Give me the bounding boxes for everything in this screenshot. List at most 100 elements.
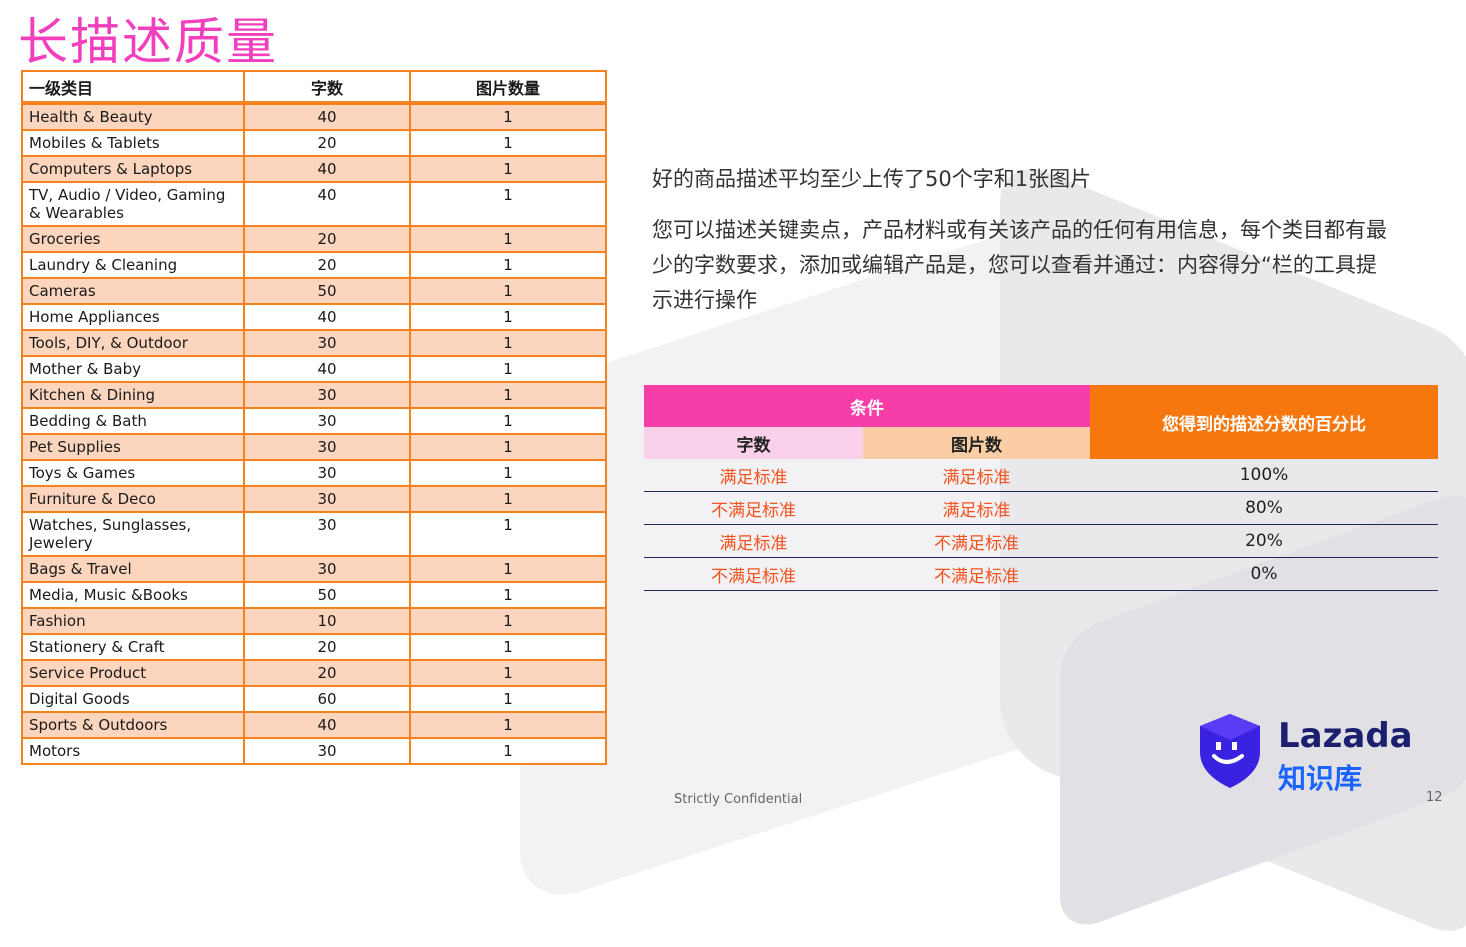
header-word-count: 字数 [243, 70, 411, 105]
table-row: Stationery & Craft 20 1 [21, 633, 607, 661]
score-row: 不满足标准 不满足标准 0% [644, 557, 1438, 591]
table-row: Sports & Outdoors 40 1 [21, 711, 607, 739]
table-row: Laundry & Cleaning 20 1 [21, 251, 607, 279]
slide-title: 长描述质量 [18, 13, 278, 71]
table-row: Computers & Laptops 40 1 [21, 155, 607, 183]
table-row: Toys & Games 30 1 [21, 459, 607, 487]
image-condition-cell: 满足标准 [863, 491, 1090, 525]
header-category: 一级类目 [21, 70, 245, 105]
word-count-cell: 40 [243, 181, 411, 227]
image-count-cell: 1 [409, 225, 607, 253]
table-row: Bags & Travel 30 1 [21, 555, 607, 583]
table-row: Groceries 20 1 [21, 225, 607, 253]
image-condition-cell: 满足标准 [863, 459, 1090, 492]
image-count-cell: 1 [409, 659, 607, 687]
lazada-logo-icon [1200, 714, 1260, 788]
word-count-cell: 60 [243, 685, 411, 713]
category-cell: Mother & Baby [21, 355, 245, 383]
table-row: Bedding & Bath 30 1 [21, 407, 607, 435]
image-count-cell: 1 [409, 251, 607, 279]
table-row: Health & Beauty 40 1 [21, 102, 607, 131]
page-number: 12 [1426, 790, 1443, 805]
header-image-count: 图片数量 [409, 70, 607, 105]
score-row: 满足标准 满足标准 100% [644, 459, 1438, 492]
image-count-cell: 1 [409, 581, 607, 609]
table-row: Cameras 50 1 [21, 277, 607, 305]
score-row: 不满足标准 满足标准 80% [644, 491, 1438, 525]
word-count-cell: 30 [243, 381, 411, 409]
table-row: Kitchen & Dining 30 1 [21, 381, 607, 409]
table-row: Service Product 20 1 [21, 659, 607, 687]
word-count-cell: 30 [243, 459, 411, 487]
category-cell: Bedding & Bath [21, 407, 245, 435]
table-row: Media, Music &Books 50 1 [21, 581, 607, 609]
category-cell: Digital Goods [21, 685, 245, 713]
word-condition-cell: 满足标准 [644, 459, 863, 492]
word-count-cell: 30 [243, 511, 411, 557]
word-count-cell: 30 [243, 737, 411, 765]
word-count-cell: 20 [243, 225, 411, 253]
logo-subtitle: 知识库 [1278, 762, 1363, 795]
image-count-cell: 1 [409, 433, 607, 461]
category-cell: Tools, DIY, & Outdoor [21, 329, 245, 357]
logo-brand: Lazada [1278, 716, 1413, 756]
table-row: Pet Supplies 30 1 [21, 433, 607, 461]
image-count-cell: 1 [409, 329, 607, 357]
score-row: 满足标准 不满足标准 20% [644, 524, 1438, 558]
image-count-cell: 1 [409, 407, 607, 435]
image-count-cell: 1 [409, 155, 607, 183]
percent-header: 您得到的描述分数的百分比 [1090, 385, 1438, 459]
condition-header: 条件 [644, 385, 1090, 427]
table-row: Furniture & Deco 30 1 [21, 485, 607, 513]
category-cell: Motors [21, 737, 245, 765]
word-count-cell: 30 [243, 433, 411, 461]
word-count-cell: 40 [243, 711, 411, 739]
score-percent-cell: 0% [1090, 557, 1438, 591]
word-count-cell: 30 [243, 329, 411, 357]
category-cell: Stationery & Craft [21, 633, 245, 661]
table-row: Tools, DIY, & Outdoor 30 1 [21, 329, 607, 357]
table-row: Mobiles & Tablets 20 1 [21, 129, 607, 157]
word-count-cell: 30 [243, 407, 411, 435]
word-count-cell: 20 [243, 251, 411, 279]
table-row: Mother & Baby 40 1 [21, 355, 607, 383]
image-count-cell: 1 [409, 511, 607, 557]
word-condition-cell: 满足标准 [644, 524, 863, 558]
category-cell: Kitchen & Dining [21, 381, 245, 409]
image-condition-cell: 不满足标准 [863, 524, 1090, 558]
image-count-cell: 1 [409, 607, 607, 635]
category-cell: Furniture & Deco [21, 485, 245, 513]
image-count-cell: 1 [409, 737, 607, 765]
word-count-cell: 40 [243, 155, 411, 183]
word-count-cell: 30 [243, 485, 411, 513]
category-cell: Pet Supplies [21, 433, 245, 461]
table-row: TV, Audio / Video, Gaming & Wearables 40 1 [21, 181, 607, 227]
table-row: Motors 30 1 [21, 737, 607, 765]
image-count-cell: 1 [409, 711, 607, 739]
score-percent-cell: 80% [1090, 491, 1438, 525]
table-row: Home Appliances 40 1 [21, 303, 607, 331]
category-table: 一级类目 字数 图片数量 Health & Beauty 40 1 Mobiles &… [21, 70, 607, 765]
word-count-cell: 20 [243, 129, 411, 157]
image-count-cell: 1 [409, 355, 607, 383]
image-count-cell: 1 [409, 555, 607, 583]
word-count-cell: 40 [243, 355, 411, 383]
sub-header-image-count: 图片数 [863, 427, 1090, 459]
image-count-cell: 1 [409, 459, 607, 487]
score-table: 条件 您得到的描述分数的百分比 字数 图片数 满足标准 满足标准 100% 不满足标准… [644, 385, 1438, 591]
image-count-cell: 1 [409, 129, 607, 157]
category-cell: Computers & Laptops [21, 155, 245, 183]
category-cell: Home Appliances [21, 303, 245, 331]
category-cell: Health & Beauty [21, 102, 245, 131]
category-cell: Media, Music &Books [21, 581, 245, 609]
score-percent-cell: 100% [1090, 459, 1438, 492]
word-count-cell: 50 [243, 581, 411, 609]
description-line-2: 您可以描述关键卖点，产品材料或有关该产品的任何有用信息，每个类目都有最少的字数要… [652, 218, 1387, 312]
table-row: Digital Goods 60 1 [21, 685, 607, 713]
image-count-cell: 1 [409, 277, 607, 305]
word-count-cell: 20 [243, 633, 411, 661]
image-condition-cell: 不满足标准 [863, 557, 1090, 591]
table-row: Fashion 10 1 [21, 607, 607, 635]
word-count-cell: 50 [243, 277, 411, 305]
category-cell: Cameras [21, 277, 245, 305]
